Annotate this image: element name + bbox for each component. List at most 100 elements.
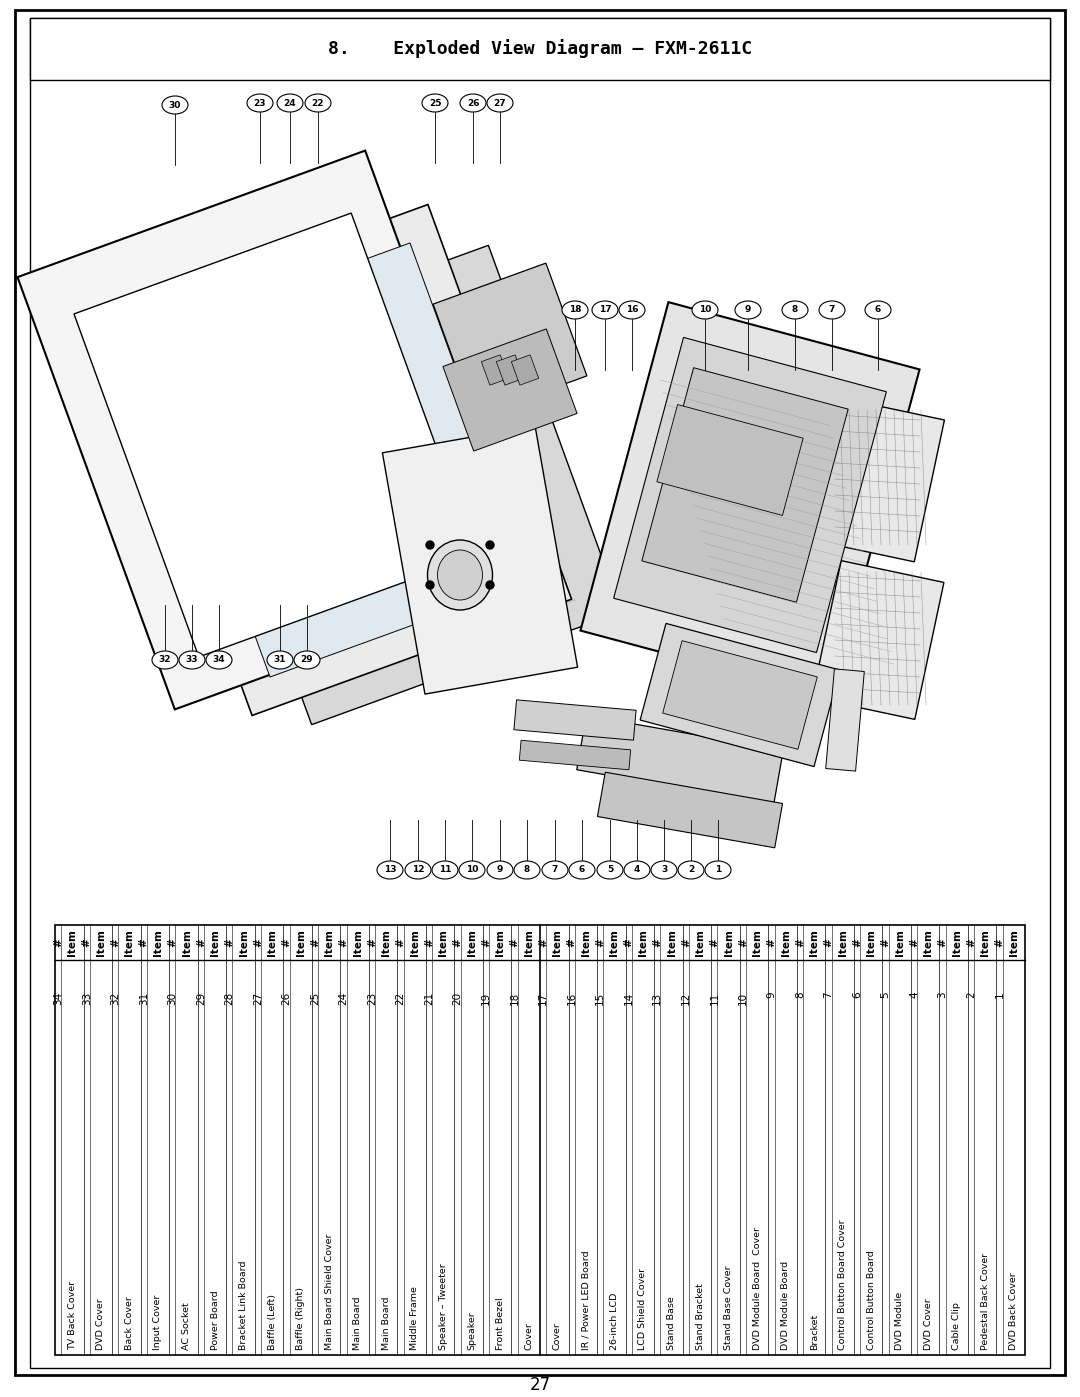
- Text: 33: 33: [82, 992, 92, 1004]
- Text: #: #: [567, 939, 577, 947]
- Ellipse shape: [267, 651, 293, 669]
- Text: 5: 5: [607, 866, 613, 875]
- Text: 15: 15: [595, 992, 605, 1004]
- Text: 4: 4: [634, 866, 640, 875]
- Text: 32: 32: [159, 655, 172, 665]
- Text: 3: 3: [937, 992, 947, 999]
- Text: Item: Item: [267, 929, 278, 956]
- Ellipse shape: [305, 94, 330, 112]
- Text: 8: 8: [524, 866, 530, 875]
- Text: 10: 10: [738, 992, 747, 1004]
- Text: Item: Item: [67, 929, 78, 956]
- Polygon shape: [826, 669, 864, 771]
- Text: Bracket Link Board: Bracket Link Board: [239, 1260, 248, 1350]
- Polygon shape: [640, 623, 840, 767]
- Text: #: #: [424, 939, 434, 947]
- Text: 24: 24: [284, 99, 296, 108]
- Text: Item: Item: [781, 929, 791, 956]
- Text: 7: 7: [828, 306, 835, 314]
- Ellipse shape: [459, 861, 485, 879]
- Text: 25: 25: [310, 992, 320, 1004]
- Text: #: #: [453, 939, 462, 947]
- Text: #: #: [310, 939, 320, 947]
- Polygon shape: [73, 214, 476, 657]
- Text: 19: 19: [481, 992, 491, 1004]
- Text: 34: 34: [213, 655, 226, 665]
- Text: Back Cover: Back Cover: [125, 1296, 134, 1350]
- Text: 31: 31: [138, 992, 149, 1004]
- Ellipse shape: [179, 651, 205, 669]
- Text: 18: 18: [510, 992, 519, 1004]
- Ellipse shape: [865, 300, 891, 319]
- Polygon shape: [613, 338, 887, 652]
- Text: Control Button Board: Control Button Board: [867, 1250, 876, 1350]
- Circle shape: [486, 541, 494, 549]
- Text: 28: 28: [225, 992, 234, 1004]
- Text: #: #: [852, 939, 862, 947]
- Text: Power Board: Power Board: [211, 1291, 219, 1350]
- Text: Item: Item: [581, 929, 591, 956]
- Polygon shape: [514, 700, 636, 740]
- Text: #: #: [225, 939, 234, 947]
- Polygon shape: [382, 426, 578, 694]
- Text: 9: 9: [497, 866, 503, 875]
- Ellipse shape: [247, 94, 273, 112]
- Text: #: #: [538, 939, 549, 947]
- Text: Item: Item: [609, 929, 620, 956]
- Text: Main Board Shield Cover: Main Board Shield Cover: [325, 1234, 334, 1350]
- Text: Speaker: Speaker: [468, 1312, 476, 1350]
- Text: #: #: [652, 939, 662, 947]
- Text: #: #: [767, 939, 777, 947]
- Ellipse shape: [428, 541, 492, 610]
- Text: 29: 29: [300, 655, 313, 665]
- Text: Speaker – Tweeter: Speaker – Tweeter: [438, 1263, 448, 1350]
- Ellipse shape: [678, 861, 704, 879]
- Text: Item: Item: [496, 929, 505, 956]
- Text: 5: 5: [880, 992, 891, 999]
- Text: 14: 14: [624, 992, 634, 1004]
- Ellipse shape: [206, 651, 232, 669]
- Text: 26: 26: [282, 992, 292, 1004]
- Text: Item: Item: [381, 929, 391, 956]
- Ellipse shape: [487, 861, 513, 879]
- Text: Item: Item: [96, 929, 106, 956]
- Text: 1: 1: [715, 866, 721, 875]
- Text: Bracket: Bracket: [810, 1313, 819, 1350]
- Text: 2: 2: [688, 866, 694, 875]
- Text: 23: 23: [367, 992, 377, 1004]
- Ellipse shape: [422, 94, 448, 112]
- Polygon shape: [597, 773, 783, 848]
- Text: Front Bezel: Front Bezel: [496, 1298, 504, 1350]
- Text: Item: Item: [1009, 929, 1018, 956]
- Text: 29: 29: [195, 992, 206, 1004]
- Polygon shape: [497, 355, 524, 386]
- Ellipse shape: [735, 300, 761, 319]
- Circle shape: [486, 581, 494, 590]
- Text: 8: 8: [795, 992, 805, 999]
- Text: 6: 6: [875, 306, 881, 314]
- Text: #: #: [909, 939, 919, 947]
- Ellipse shape: [432, 861, 458, 879]
- Text: #: #: [110, 939, 120, 947]
- Text: #: #: [738, 939, 747, 947]
- Polygon shape: [443, 328, 577, 451]
- Text: 4: 4: [909, 992, 919, 999]
- Text: DVD Module Board  Cover: DVD Module Board Cover: [753, 1227, 761, 1350]
- Text: Item: Item: [324, 929, 334, 956]
- Text: 25: 25: [429, 99, 442, 108]
- Text: TV Back Cover: TV Back Cover: [68, 1281, 77, 1350]
- Polygon shape: [580, 302, 919, 698]
- Text: Item: Item: [666, 929, 676, 956]
- Text: #: #: [338, 939, 349, 947]
- Polygon shape: [482, 355, 509, 386]
- Polygon shape: [642, 367, 848, 602]
- Polygon shape: [577, 715, 783, 805]
- Text: Cover: Cover: [525, 1322, 534, 1350]
- Ellipse shape: [651, 861, 677, 879]
- Ellipse shape: [460, 94, 486, 112]
- Text: Stand Base Cover: Stand Base Cover: [724, 1266, 733, 1350]
- Text: 16: 16: [567, 992, 577, 1004]
- Text: 1: 1: [995, 992, 1004, 999]
- Ellipse shape: [624, 861, 650, 879]
- Text: 6: 6: [852, 992, 862, 999]
